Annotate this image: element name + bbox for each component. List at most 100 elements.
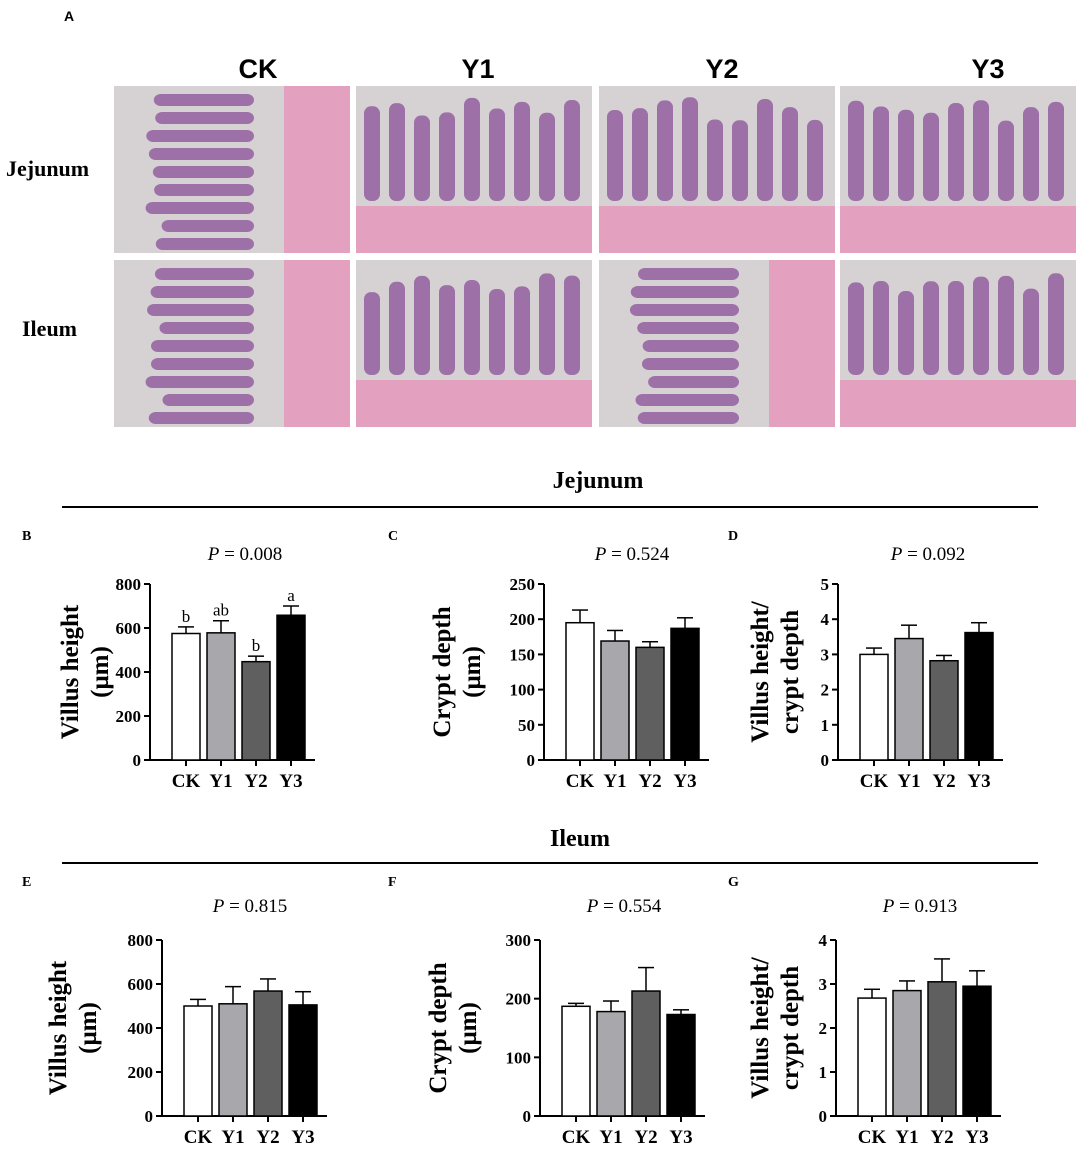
y-tick-label-e: 800 — [128, 931, 154, 950]
histology-image-ileum-y3 — [840, 260, 1076, 427]
x-tick-label-g-y3: Y3 — [965, 1127, 988, 1148]
y-axis-label-f: Crypt depth (μm) — [425, 962, 482, 1093]
bar-g-y3 — [962, 985, 992, 1117]
x-tick-label-d-y2: Y2 — [932, 771, 955, 792]
p-value-g: P = 0.913 — [882, 896, 958, 917]
histology-image-ileum-y2 — [599, 260, 835, 427]
y-tick-label-d: 1 — [821, 716, 830, 735]
y-tick-label-g: 1 — [819, 1063, 828, 1082]
y-tick-label-f: 100 — [506, 1048, 532, 1067]
y-tick-label-g: 2 — [819, 1019, 828, 1038]
y-tick-label-c: 200 — [510, 610, 536, 629]
y-tick-label-c: 0 — [527, 751, 536, 770]
panel-letter-f: F — [388, 875, 397, 890]
significance-letter-b-y3: a — [287, 586, 295, 605]
row-header-ileum: Ileum — [22, 316, 77, 341]
y-tick-label-f: 300 — [506, 931, 532, 950]
bar-d-y2 — [929, 659, 959, 761]
y-tick-label-d: 2 — [821, 681, 830, 700]
x-tick-label-e-y2: Y2 — [256, 1127, 279, 1148]
x-tick-label-b-ck: CK — [172, 771, 201, 792]
y-tick-label-c: 150 — [510, 645, 536, 664]
bar-d-ck — [859, 653, 889, 761]
y-tick-label-g: 4 — [819, 931, 828, 950]
x-tick-label-g-ck: CK — [858, 1127, 887, 1148]
bar-d-y1 — [894, 637, 924, 761]
y-tick-label-c: 250 — [510, 575, 536, 594]
y-tick-label-g: 3 — [819, 975, 828, 994]
x-tick-label-c-y1: Y1 — [603, 771, 626, 792]
x-tick-label-d-y3: Y3 — [967, 771, 990, 792]
y-tick-label-e: 200 — [128, 1063, 154, 1082]
bar-c-y3 — [670, 627, 700, 761]
column-header-y3: Y3 — [971, 54, 1005, 84]
histology-image-jejunum-ck — [114, 86, 350, 253]
x-tick-label-e-ck: CK — [184, 1127, 213, 1148]
column-header-ck: CK — [238, 54, 278, 84]
bar-f-y1 — [596, 1010, 626, 1117]
x-tick-label-f-y3: Y3 — [669, 1127, 692, 1148]
x-tick-label-c-y3: Y3 — [673, 771, 696, 792]
p-value-e: P = 0.815 — [212, 896, 288, 917]
panel-letter-d: D — [728, 529, 738, 544]
bar-b-y1 — [206, 632, 236, 761]
bar-d-y3 — [964, 631, 994, 761]
y-axis-label-b: Villus height (μm) — [57, 604, 114, 739]
panel-letter-e: E — [22, 875, 31, 890]
histology-image-jejunum-y3 — [840, 86, 1076, 253]
column-header-y2: Y2 — [705, 54, 739, 84]
bar-g-ck — [857, 997, 887, 1117]
histology-image-jejunum-y2 — [599, 86, 835, 253]
x-tick-label-c-ck: CK — [566, 771, 595, 792]
y-axis-label-e: Villus height (μm) — [45, 960, 102, 1095]
y-tick-label-b: 400 — [116, 663, 142, 682]
x-tick-label-e-y1: Y1 — [221, 1127, 244, 1148]
section-rule-jejunum — [62, 506, 1038, 508]
y-tick-label-b: 600 — [116, 619, 142, 638]
bar-f-ck — [561, 1005, 591, 1117]
x-tick-label-g-y1: Y1 — [895, 1127, 918, 1148]
y-tick-label-e: 0 — [145, 1107, 154, 1126]
y-tick-label-e: 400 — [128, 1019, 154, 1038]
y-tick-label-d: 0 — [821, 751, 830, 770]
y-tick-label-b: 200 — [116, 707, 142, 726]
panel-letter-a: A — [64, 8, 75, 24]
histology-image-ileum-ck — [114, 260, 350, 427]
bar-c-ck — [565, 621, 595, 761]
significance-letter-b-y2: b — [252, 636, 261, 655]
section-rule-ileum — [62, 862, 1038, 864]
x-tick-label-e-y3: Y3 — [291, 1127, 314, 1148]
y-tick-label-f: 200 — [506, 990, 532, 1009]
bar-b-y3 — [276, 614, 306, 761]
panel-letter-b: B — [22, 529, 31, 544]
p-value-c: P = 0.524 — [594, 544, 670, 565]
x-tick-label-g-y2: Y2 — [930, 1127, 953, 1148]
section-title-jejunum: Jejunum — [552, 468, 644, 494]
bar-g-y1 — [892, 989, 922, 1117]
bar-b-ck — [171, 632, 201, 761]
y-tick-label-d: 5 — [821, 575, 830, 594]
y-tick-label-c: 50 — [518, 716, 535, 735]
y-tick-label-b: 800 — [116, 575, 142, 594]
y-axis-label-d: Villus height/crypt depth — [747, 600, 804, 743]
bar-e-y3 — [288, 1004, 318, 1117]
y-axis-label-g: Villus height/crypt depth — [747, 956, 804, 1099]
x-tick-label-d-y1: Y1 — [897, 771, 920, 792]
y-tick-label-b: 0 — [133, 751, 142, 770]
histology-image-jejunum-y1 — [356, 86, 592, 253]
y-tick-label-d: 4 — [821, 610, 830, 629]
y-tick-label-e: 600 — [128, 975, 154, 994]
x-tick-label-b-y2: Y2 — [244, 771, 267, 792]
y-tick-label-c: 100 — [510, 681, 536, 700]
panel-letter-c: C — [388, 529, 398, 544]
bar-e-y2 — [253, 990, 283, 1117]
bar-c-y1 — [600, 640, 630, 761]
x-tick-label-c-y2: Y2 — [638, 771, 661, 792]
column-header-y1: Y1 — [461, 54, 495, 84]
y-tick-label-d: 3 — [821, 645, 830, 664]
x-tick-label-f-y2: Y2 — [634, 1127, 657, 1148]
bar-b-y2 — [241, 660, 271, 761]
significance-letter-b-y1: ab — [213, 601, 229, 620]
p-value-f: P = 0.554 — [586, 896, 662, 917]
